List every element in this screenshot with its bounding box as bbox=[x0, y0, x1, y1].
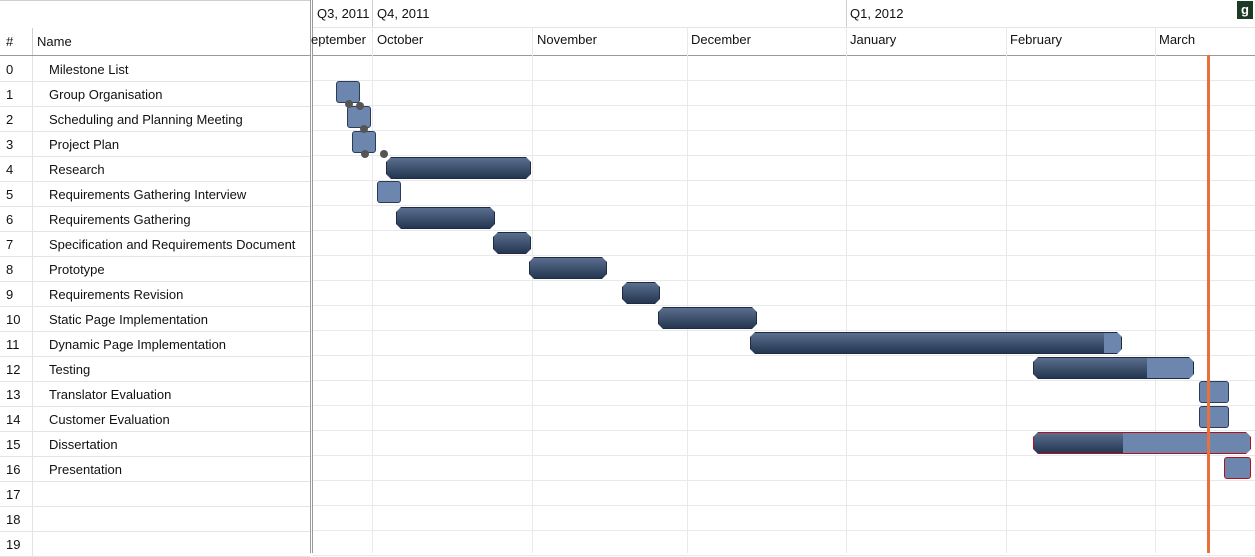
task-name: Testing bbox=[49, 362, 91, 377]
row-number: 2 bbox=[6, 112, 14, 127]
task-name: Static Page Implementation bbox=[49, 312, 208, 327]
table-row[interactable]: 7 Specification and Requirements Document bbox=[0, 231, 310, 257]
row-number: 10 bbox=[6, 312, 21, 327]
row-number: 1 bbox=[6, 87, 14, 102]
table-row[interactable]: 2 Scheduling and Planning Meeting bbox=[0, 106, 310, 132]
row-number: 9 bbox=[6, 287, 14, 302]
table-row[interactable]: 19 bbox=[0, 531, 310, 557]
column-header-name[interactable]: Name bbox=[37, 34, 72, 49]
table-row[interactable]: 15 Dissertation bbox=[0, 431, 310, 457]
row-number: 3 bbox=[6, 137, 14, 152]
task-bar-translator-evaluation[interactable] bbox=[1199, 381, 1229, 403]
month-label: March bbox=[1159, 32, 1196, 47]
task-name: Dynamic Page Implementation bbox=[49, 337, 227, 352]
dependency-link-dot[interactable] bbox=[356, 102, 364, 110]
task-name: Prototype bbox=[49, 262, 105, 277]
table-row[interactable]: 1 Group Organisation bbox=[0, 81, 310, 107]
task-bar-research[interactable] bbox=[386, 157, 531, 179]
table-row[interactable]: 4 Research bbox=[0, 156, 310, 182]
table-row[interactable]: 18 bbox=[0, 506, 310, 532]
task-bar-requirements-gathering[interactable] bbox=[396, 207, 495, 229]
today-marker-line bbox=[1207, 55, 1210, 553]
task-bar-dynamic-page[interactable] bbox=[750, 332, 1122, 354]
gantt-chart[interactable]: Q3, 2011 Q4, 2011 Q1, 2012 eptember Octo… bbox=[311, 0, 1255, 556]
task-table: # Name 0 Milestone List 1 Group Organisatio… bbox=[0, 0, 311, 557]
table-row[interactable]: 5 Requirements Gathering Interview bbox=[0, 181, 310, 207]
row-number: 5 bbox=[6, 187, 14, 202]
quarter-label: Q3, 2011 bbox=[317, 6, 370, 21]
row-number: 11 bbox=[6, 337, 20, 352]
task-bar-presentation[interactable] bbox=[1224, 457, 1251, 479]
table-row[interactable]: 0 Milestone List bbox=[0, 56, 310, 82]
task-bar-requirements-interview[interactable] bbox=[377, 181, 401, 203]
month-label: October bbox=[377, 32, 424, 47]
table-row[interactable]: 14 Customer Evaluation bbox=[0, 406, 310, 432]
month-label: eptember bbox=[311, 32, 366, 47]
task-bar-dissertation[interactable] bbox=[1033, 432, 1251, 454]
task-bar-customer-evaluation[interactable] bbox=[1199, 406, 1229, 428]
dependency-link-dot[interactable] bbox=[360, 125, 368, 133]
table-row[interactable]: 6 Requirements Gathering bbox=[0, 206, 310, 232]
row-number: 6 bbox=[6, 212, 14, 227]
task-name: Group Organisation bbox=[49, 87, 163, 102]
table-header: # Name bbox=[0, 0, 310, 56]
task-name: Translator Evaluation bbox=[49, 387, 172, 402]
dependency-link-dot[interactable] bbox=[345, 100, 353, 108]
task-bar-requirements-revision[interactable] bbox=[622, 282, 660, 304]
dependency-link-dot[interactable] bbox=[361, 150, 369, 158]
task-bar-spec-document[interactable] bbox=[493, 232, 531, 254]
month-label: January bbox=[850, 32, 897, 47]
task-name: Scheduling and Planning Meeting bbox=[49, 112, 243, 127]
task-name: Specification and Requirements Document bbox=[49, 237, 296, 252]
table-row[interactable]: 9 Requirements Revision bbox=[0, 281, 310, 307]
task-name: Customer Evaluation bbox=[49, 412, 170, 427]
table-row[interactable]: 10 Static Page Implementation bbox=[0, 306, 310, 332]
month-label: December bbox=[691, 32, 751, 47]
table-row[interactable]: 8 Prototype bbox=[0, 256, 310, 282]
task-name: Project Plan bbox=[49, 137, 120, 152]
task-name: Research bbox=[49, 162, 105, 177]
row-number: 8 bbox=[6, 262, 14, 277]
row-number: 0 bbox=[6, 62, 14, 77]
task-name: Requirements Gathering bbox=[49, 212, 191, 227]
task-bar-static-page[interactable] bbox=[658, 307, 757, 329]
row-number: 17 bbox=[6, 487, 21, 502]
table-row[interactable]: 12 Testing bbox=[0, 356, 310, 382]
row-number: 18 bbox=[6, 512, 21, 527]
row-number: 12 bbox=[6, 362, 21, 377]
row-number: 7 bbox=[6, 237, 14, 252]
row-number: 16 bbox=[6, 462, 21, 477]
task-name: Requirements Gathering Interview bbox=[49, 187, 247, 202]
row-number: 4 bbox=[6, 162, 14, 177]
quarter-label: Q4, 2011 bbox=[377, 6, 430, 21]
dependency-link-dot[interactable] bbox=[380, 150, 388, 158]
row-number: 14 bbox=[6, 412, 21, 427]
task-bar-prototype[interactable] bbox=[529, 257, 607, 279]
table-row[interactable]: 3 Project Plan bbox=[0, 131, 310, 157]
table-row[interactable]: 13 Translator Evaluation bbox=[0, 381, 310, 407]
table-row[interactable]: 11 Dynamic Page Implementation bbox=[0, 331, 310, 357]
month-label: November bbox=[537, 32, 597, 47]
gantt-app-icon[interactable]: g bbox=[1237, 1, 1253, 19]
row-number: 19 bbox=[6, 537, 21, 552]
row-number: 15 bbox=[6, 437, 21, 452]
quarter-label: Q1, 2012 bbox=[850, 6, 904, 21]
month-label: February bbox=[1010, 32, 1063, 47]
task-name: Dissertation bbox=[49, 437, 118, 452]
task-bar-testing[interactable] bbox=[1033, 357, 1194, 379]
table-row[interactable]: 17 bbox=[0, 481, 310, 507]
task-name: Milestone List bbox=[49, 62, 129, 77]
task-name: Presentation bbox=[49, 462, 122, 477]
row-number: 13 bbox=[6, 387, 21, 402]
task-name: Requirements Revision bbox=[49, 287, 184, 302]
column-header-number[interactable]: # bbox=[6, 34, 14, 49]
table-row[interactable]: 16 Presentation bbox=[0, 456, 310, 482]
